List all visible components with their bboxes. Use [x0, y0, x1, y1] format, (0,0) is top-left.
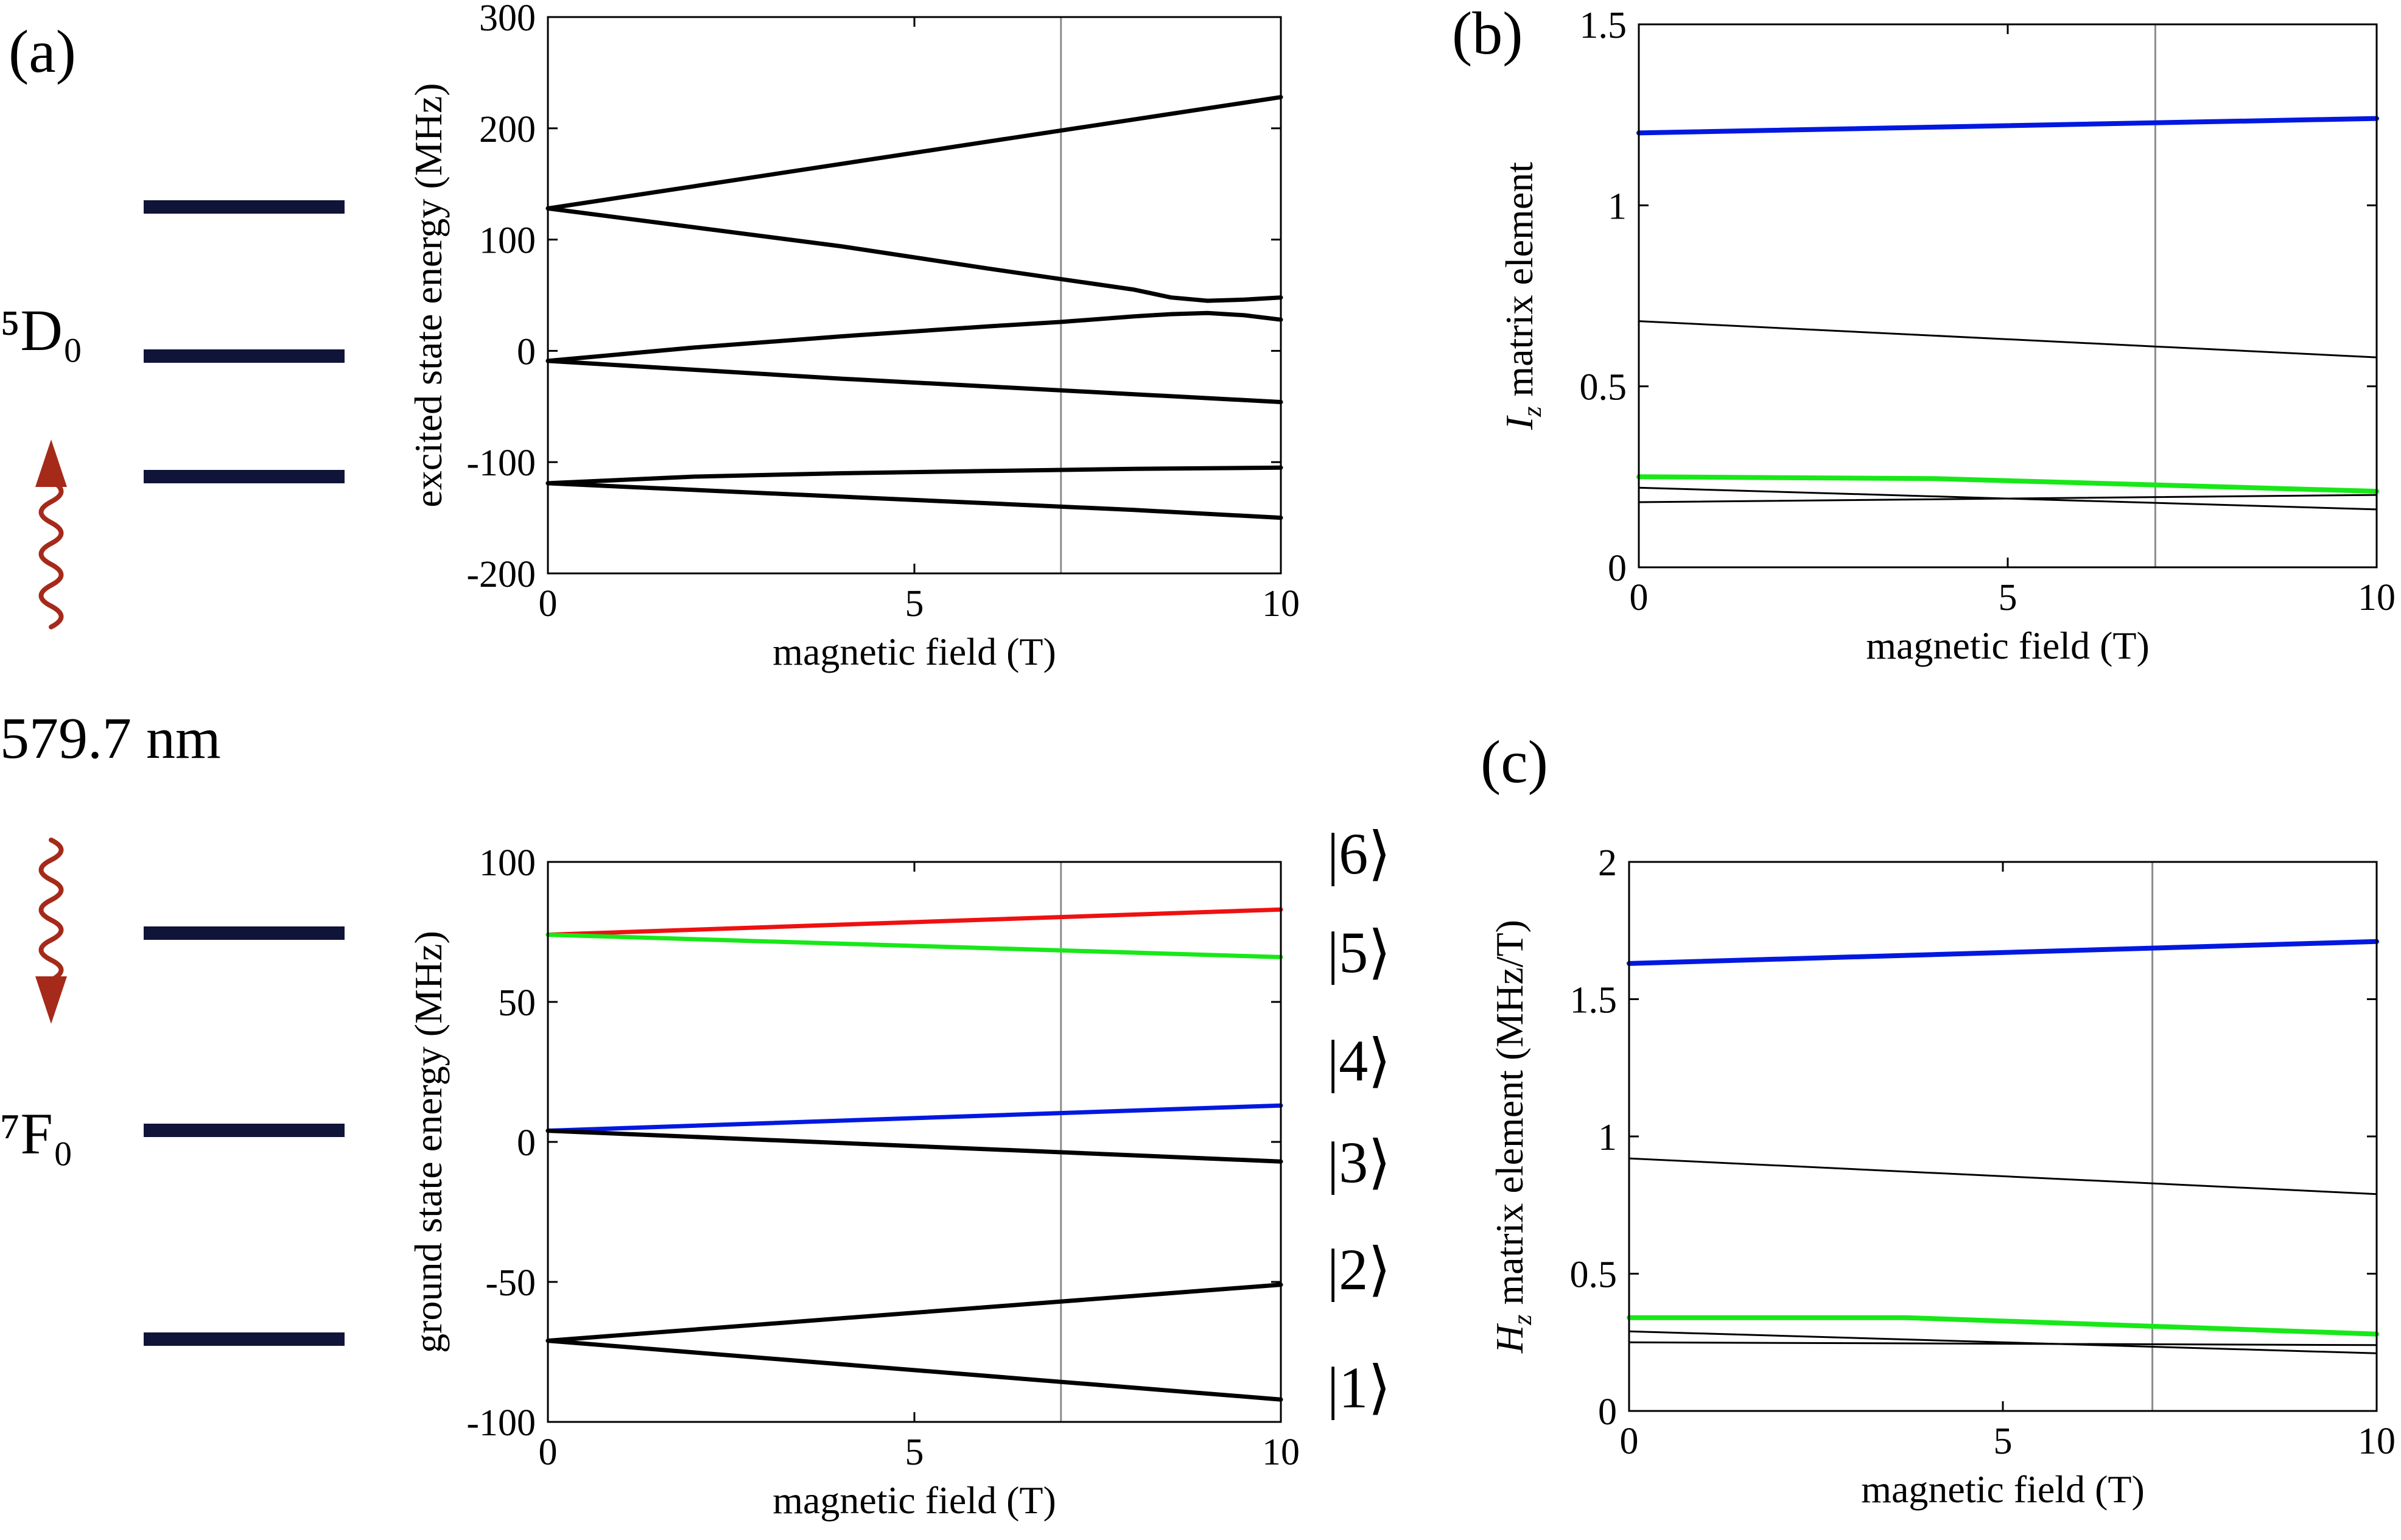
state-label: |4⟩ — [1327, 1028, 1391, 1093]
state-line — [545, 1103, 1283, 1133]
excitation-arrow-icon — [35, 439, 67, 629]
x-tick-label: 10 — [2358, 577, 2396, 618]
panel-label-a: (a) — [9, 18, 76, 85]
state-label: |1⟩ — [1327, 1355, 1391, 1420]
y-tick-label: 0.5 — [1580, 367, 1627, 408]
x-axis-label: magnetic field (T) — [773, 630, 1056, 673]
state-label: |6⟩ — [1327, 821, 1391, 886]
y-tick-label: -100 — [466, 1402, 536, 1444]
x-tick-label: 10 — [1262, 1432, 1300, 1473]
hz-matrix-element-chart: 0 5 10 0 0.5 1 1.5 2 magnetic field (T) Hz matrix… — [1488, 842, 2396, 1511]
series-line — [1627, 1315, 2379, 1337]
y-tick-label: 300 — [479, 0, 536, 39]
y-tick-label: -200 — [466, 554, 536, 595]
y-axis-label: Iz matrix element — [1498, 162, 1547, 430]
y-tick-label: 1 — [1608, 186, 1627, 227]
series-line — [545, 481, 1283, 520]
series-line — [1638, 494, 2378, 503]
x-tick-label: 10 — [1262, 583, 1300, 625]
y-axis-label: excited state energy (MHz) — [407, 83, 450, 507]
y-axis-label: Hz matrix element (MHz/T) — [1488, 920, 1537, 1354]
panel-label-c: (c) — [1481, 728, 1548, 796]
series-line — [545, 465, 1283, 486]
excited-state-label: ⁵D₀ — [0, 298, 83, 363]
series-line — [1628, 1341, 2378, 1346]
y-tick-label: 1 — [1598, 1117, 1617, 1158]
series-line — [545, 206, 1283, 303]
state-line — [545, 1129, 1283, 1164]
state-line — [545, 933, 1283, 959]
x-axis-label: magnetic field (T) — [1861, 1468, 2145, 1511]
y-tick-label: 2 — [1598, 842, 1617, 884]
y-tick-label: -100 — [466, 443, 536, 484]
y-tick-label: 200 — [479, 109, 536, 150]
wavelength-label: 579.7 nm — [0, 705, 221, 771]
x-tick-label: 0 — [539, 1432, 558, 1473]
x-tick-label: 10 — [2358, 1421, 2396, 1462]
series-line — [1628, 1157, 2378, 1195]
x-axis-label: magnetic field (T) — [773, 1479, 1056, 1522]
panel-label-b: (b) — [1452, 0, 1523, 67]
energy-level-bars — [144, 200, 345, 1346]
iz-matrix-element-chart: 0 5 10 0 0.5 1 1.5 magnetic field (T) Iz matrix … — [1498, 5, 2396, 667]
y-axis-label: ground state energy (MHz) — [407, 931, 450, 1353]
x-tick-label: 5 — [1999, 577, 2017, 618]
series-line — [1638, 320, 2378, 359]
x-tick-label: 5 — [905, 1432, 924, 1473]
series-line — [545, 310, 1283, 363]
series-line — [1636, 474, 2379, 494]
x-axis-label: magnetic field (T) — [1866, 624, 2150, 667]
emission-arrow-icon — [35, 838, 67, 1024]
x-tick-label: 0 — [1620, 1421, 1639, 1462]
series-line — [1628, 1330, 2378, 1354]
x-tick-label: 0 — [1630, 577, 1649, 618]
x-tick-label: 0 — [539, 583, 558, 625]
state-line — [545, 1339, 1283, 1402]
series-line — [1627, 939, 2379, 966]
ground-state-energy-chart: 0 5 10 -100 -50 0 50 100 magnetic field (T) groun… — [407, 821, 1391, 1522]
y-tick-label: -50 — [485, 1262, 536, 1304]
y-tick-label: 0.5 — [1570, 1255, 1618, 1296]
y-tick-label: 50 — [498, 982, 536, 1024]
y-tick-label: 1.5 — [1580, 5, 1627, 46]
series-line — [1636, 116, 2379, 136]
ground-state-label: ⁷F₀ — [0, 1101, 73, 1166]
excited-state-energy-chart: 0 5 10 -200 -100 0 100 200 300 magnetic field (T)… — [407, 0, 1300, 673]
state-line — [545, 907, 1283, 937]
series-line — [545, 95, 1283, 211]
y-tick-label: 0 — [517, 331, 536, 373]
x-tick-label: 5 — [1994, 1421, 2013, 1462]
y-tick-label: 1.5 — [1570, 980, 1618, 1021]
state-label: |5⟩ — [1327, 920, 1391, 985]
y-tick-label: 0 — [1598, 1391, 1617, 1433]
x-tick-label: 5 — [905, 583, 924, 625]
state-label: |2⟩ — [1327, 1237, 1391, 1302]
y-tick-label: 0 — [1608, 548, 1627, 589]
state-label: |3⟩ — [1327, 1130, 1391, 1195]
series-line — [545, 359, 1283, 404]
state-line — [545, 1283, 1283, 1343]
y-tick-label: 0 — [517, 1122, 536, 1164]
y-tick-label: 100 — [479, 842, 536, 884]
y-tick-label: 100 — [479, 220, 536, 262]
